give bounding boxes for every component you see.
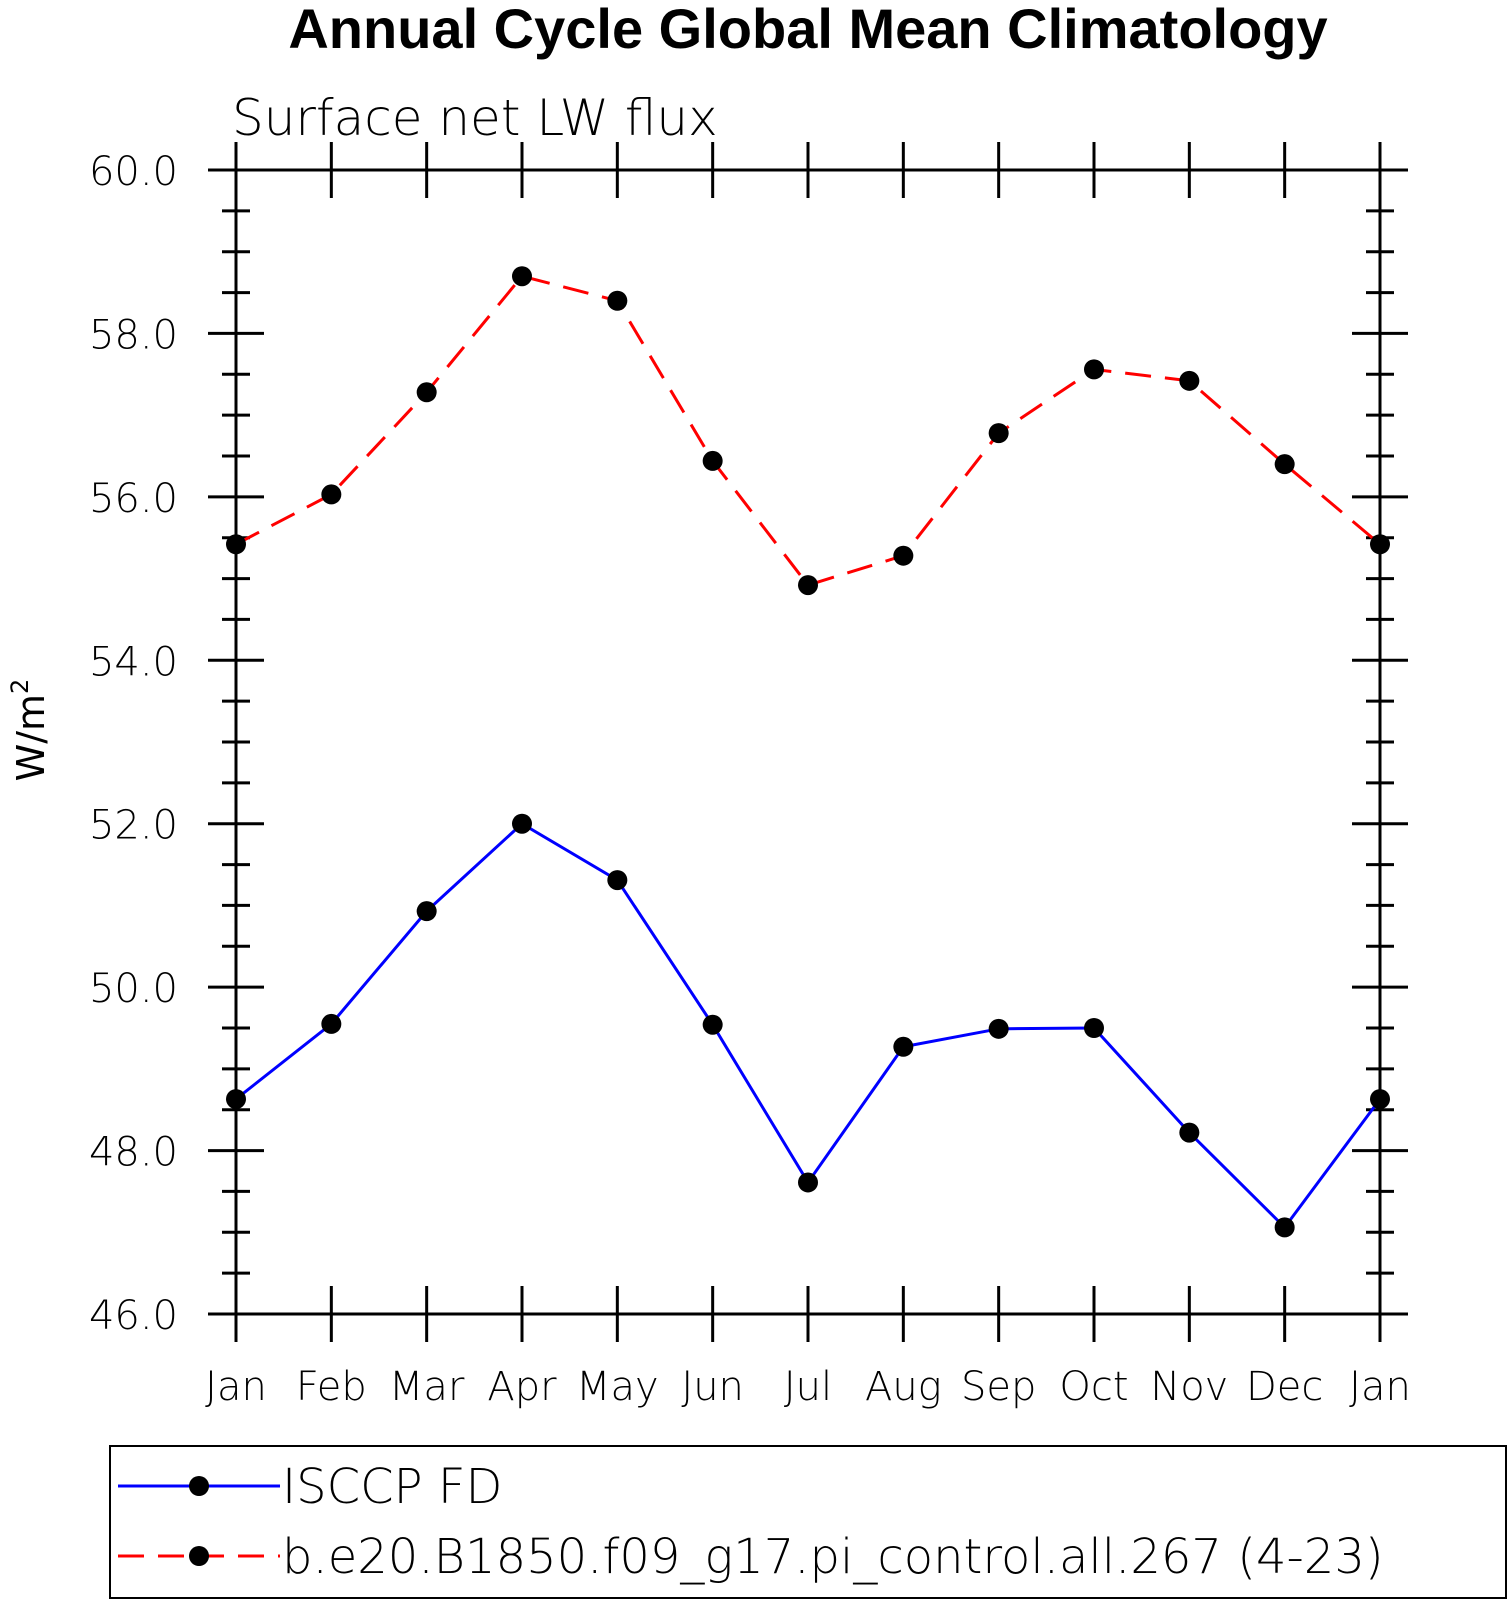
data-point	[1084, 1018, 1104, 1038]
y-axis-label: W/m2	[6, 679, 53, 782]
axis-ticks	[208, 142, 1408, 1342]
data-point	[1370, 534, 1390, 555]
data-point	[226, 1089, 246, 1110]
data-point	[607, 870, 628, 891]
legend-item-1: ISCCP FD	[118, 1459, 502, 1515]
legend-marker	[189, 1546, 209, 1566]
data-point	[702, 1014, 723, 1035]
y-tick-label: 56.0	[89, 476, 178, 522]
data-point	[988, 423, 1009, 444]
data-point	[1274, 1217, 1295, 1238]
x-tick-label: Jun	[681, 1364, 744, 1410]
data-point	[1370, 1089, 1390, 1110]
data-point	[893, 545, 914, 566]
data-point	[1274, 454, 1295, 475]
legend-box	[109, 1445, 1507, 1599]
series-1	[226, 813, 1390, 1238]
series-layer	[226, 266, 1390, 1238]
x-tick-label: May	[576, 1364, 659, 1410]
series-2	[226, 266, 1390, 596]
series-line	[235, 821, 1382, 1230]
data-point	[607, 290, 628, 311]
y-tick-label: 60.0	[89, 149, 178, 195]
data-point	[226, 534, 246, 555]
x-tick-label: Apr	[487, 1364, 557, 1410]
legend-marker	[189, 1476, 209, 1496]
y-tick-label: 50.0	[89, 966, 178, 1012]
x-tick-label: Feb	[296, 1364, 367, 1410]
x-tick-label: Jan	[1349, 1364, 1411, 1410]
data-point	[1179, 1122, 1200, 1143]
plot-frame	[234, 168, 1382, 1316]
data-point	[1084, 359, 1104, 380]
x-tick-label: Oct	[1059, 1364, 1128, 1410]
x-tick-label: Jan	[205, 1364, 267, 1410]
data-point	[798, 1172, 818, 1193]
data-point	[893, 1036, 914, 1057]
legend-item-2: b.e20.B1850.f09_g17.pi_control.all.267 (…	[118, 1529, 1384, 1585]
data-point	[1179, 370, 1200, 391]
x-tick-label: Mar	[389, 1364, 465, 1410]
x-tick-label: Jul	[784, 1364, 832, 1410]
y-tick-label: 54.0	[89, 639, 178, 685]
legend-label: ISCCP FD	[282, 1459, 502, 1515]
chart-title: Annual Cycle Global Mean Climatology	[288, 0, 1327, 60]
y-tick-label: 58.0	[89, 312, 178, 358]
x-tick-labels: Jan Feb Mar Apr May Jun Jul Aug Sep Oct Nov Dec Jan	[205, 1364, 1411, 1410]
data-point	[512, 813, 532, 834]
data-point	[512, 266, 532, 287]
chart-subtitle: Surface net LW flux	[232, 89, 718, 147]
data-point	[988, 1018, 1009, 1039]
x-tick-label: Aug	[865, 1364, 942, 1410]
y-tick-label: 46.0	[89, 1293, 178, 1339]
data-point	[416, 901, 437, 922]
legend-label: b.e20.B1850.f09_g17.pi_control.all.267 (…	[282, 1529, 1384, 1585]
data-point	[702, 450, 723, 471]
data-point	[321, 484, 342, 505]
x-tick-label: Dec	[1246, 1364, 1323, 1410]
y-tick-label: 48.0	[89, 1130, 178, 1176]
x-tick-label: Sep	[961, 1364, 1036, 1410]
data-point	[321, 1013, 342, 1034]
data-point	[416, 382, 437, 403]
y-tick-labels: 46.0 48.0 50.0 52.0 54.0 56.0 58.0 60.0	[89, 149, 178, 1339]
legend: ISCCP FD b.e20.B1850.f09_g17.pi_control.a…	[118, 1459, 1384, 1585]
x-tick-label: Nov	[1150, 1364, 1228, 1410]
y-tick-label: 52.0	[89, 803, 178, 849]
data-point	[798, 575, 818, 596]
y-axis-label-sup: 2	[6, 679, 34, 694]
series-line	[235, 274, 1381, 587]
y-axis-label-main: W/m	[9, 694, 53, 781]
